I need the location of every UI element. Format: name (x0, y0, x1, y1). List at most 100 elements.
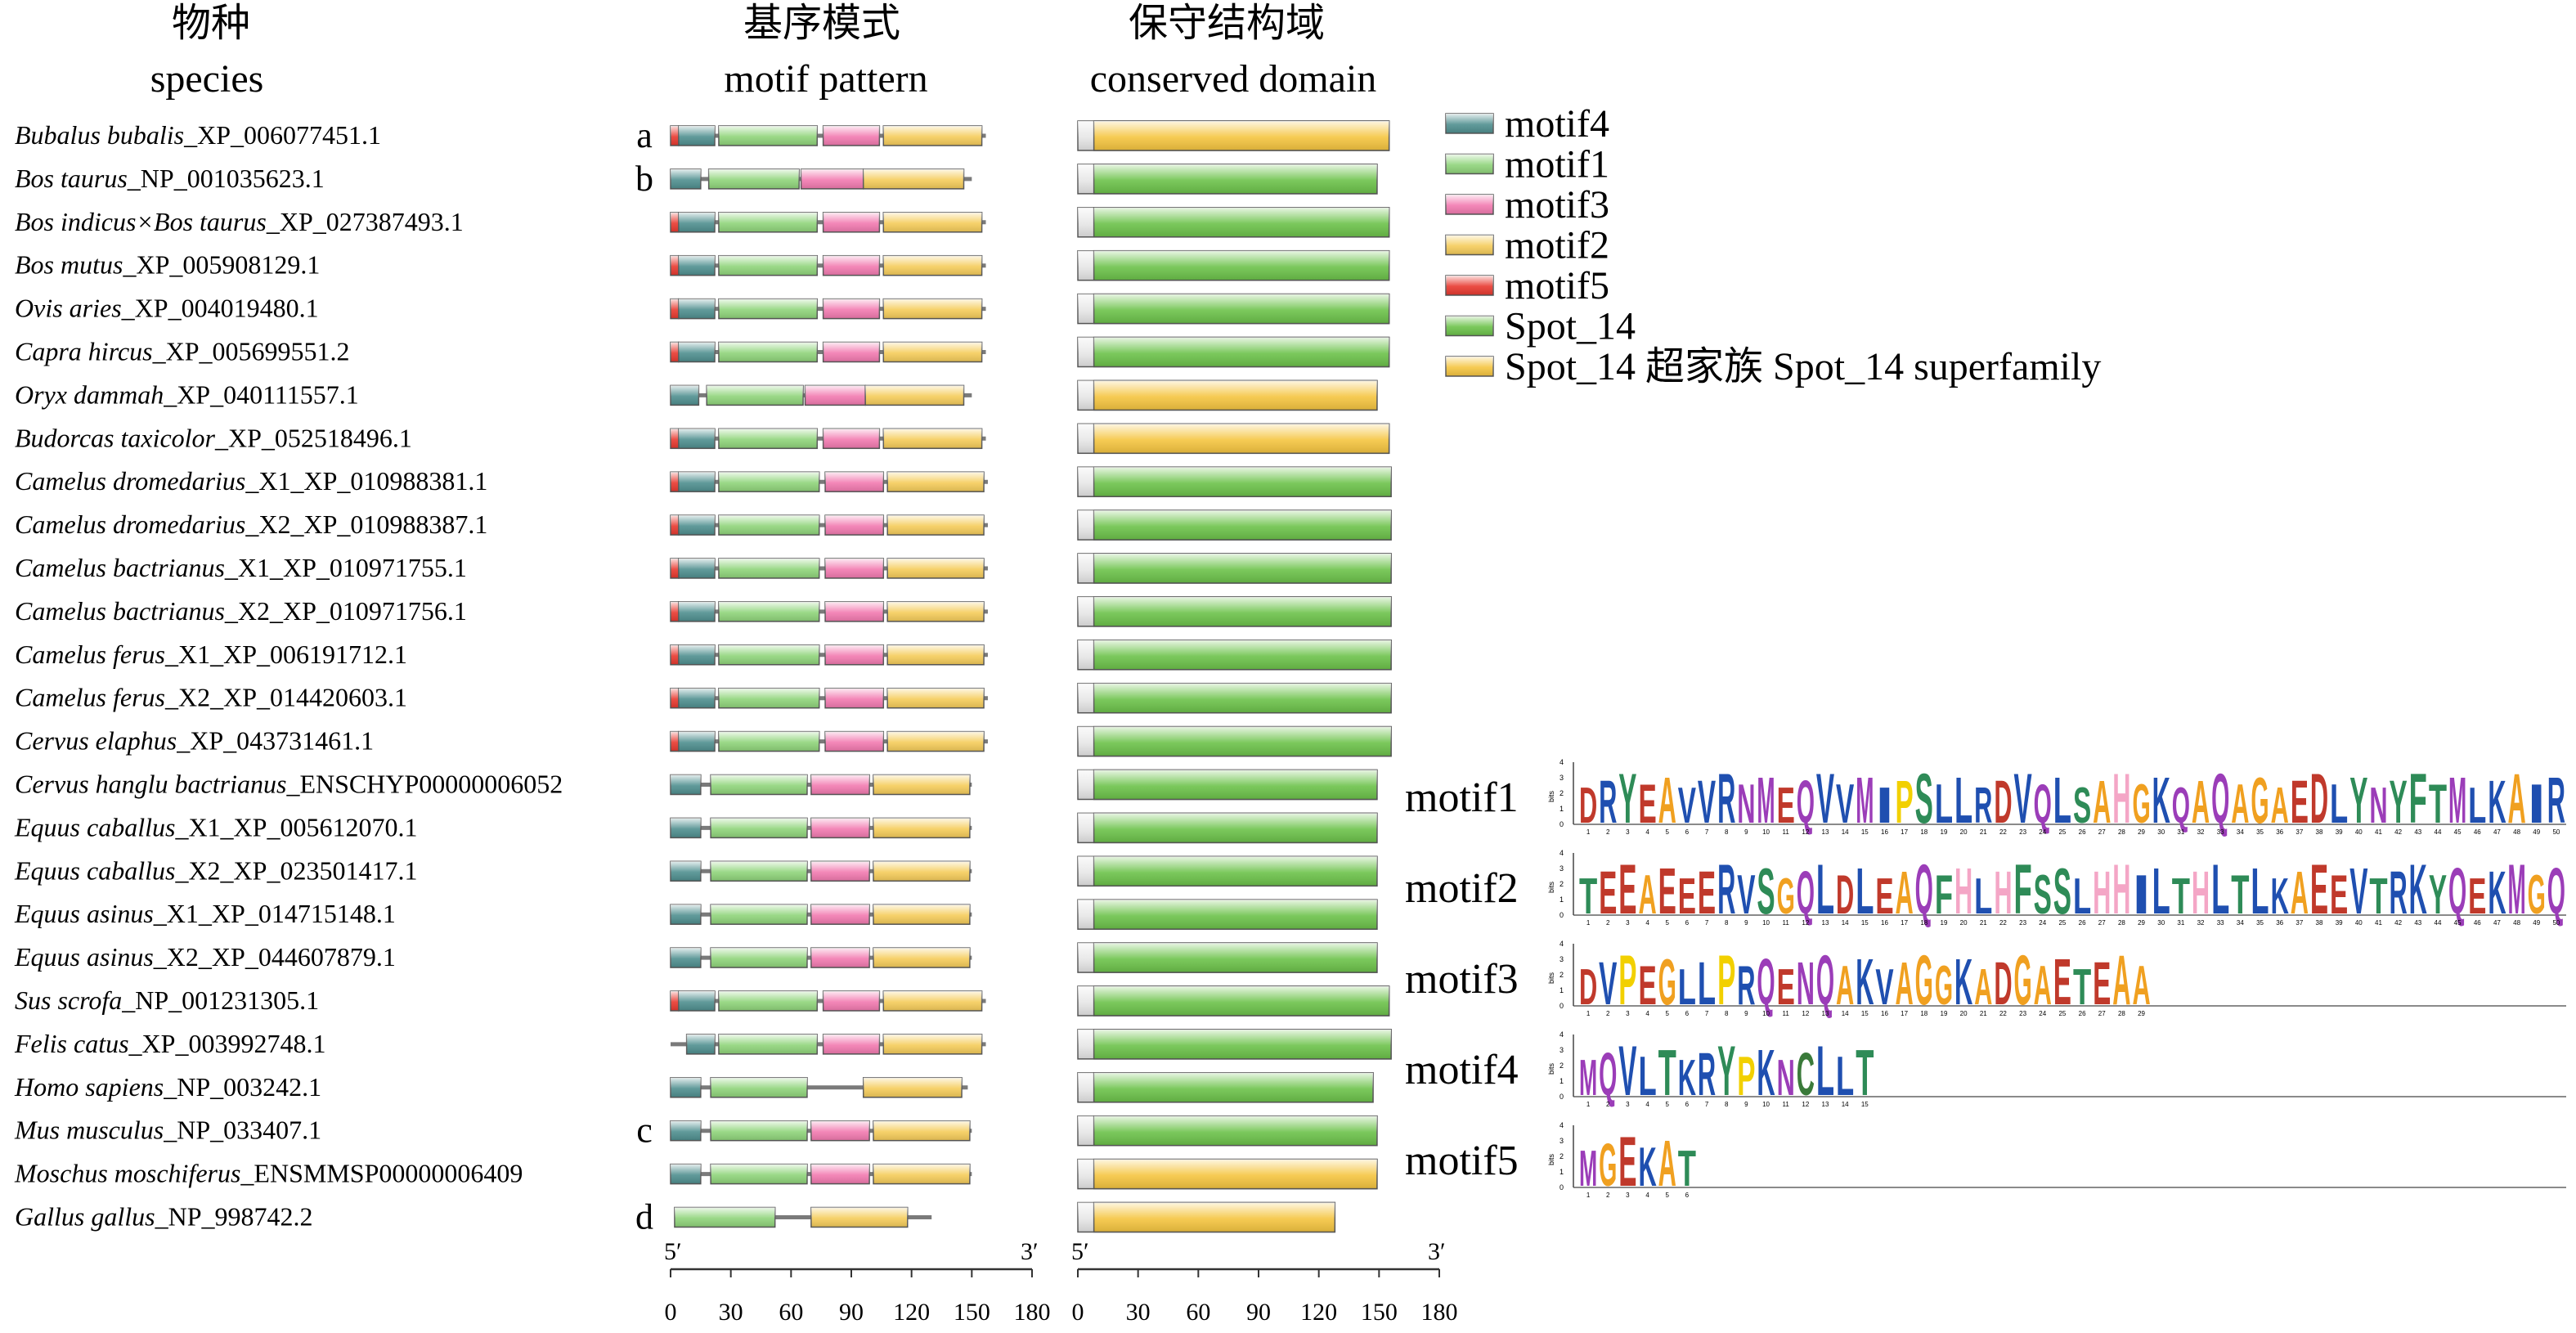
logo-residue: D (1579, 778, 1597, 834)
logo-residue: P (1717, 941, 1735, 1020)
logo-residue: N (1737, 773, 1755, 835)
species-genus: Gallus gallus (15, 1202, 155, 1232)
motif5-box (670, 601, 680, 622)
logo-position-tick: 45 (2454, 919, 2462, 927)
motif5-box (670, 990, 680, 1012)
motif2-box (886, 601, 985, 622)
logo-position-tick: 46 (2474, 919, 2481, 927)
logo-residue: G (1599, 1131, 1617, 1199)
species-genus: Moschus moschiferus (14, 1159, 240, 1188)
logo-position-tick: 4 (1645, 1010, 1649, 1017)
legend-label: motif1 (1505, 143, 1609, 186)
species-label: Moschus moschiferus_ENSMMSP00000006409 (14, 1159, 523, 1188)
logo-position-tick: 14 (1842, 1101, 1849, 1108)
species-accession: _XP_004019480.1 (121, 294, 319, 323)
species-accession: _ENSMMSP00000006409 (240, 1159, 523, 1188)
species-accession: _XP_005908129.1 (122, 250, 320, 280)
logo-residue: Y (2349, 764, 2367, 837)
logo-position-tick: 11 (1783, 1101, 1790, 1108)
motif1-box (710, 774, 808, 796)
logo-residue: E (1658, 855, 1676, 927)
logo-residue: F (2013, 851, 2031, 929)
motif1-box (674, 1206, 776, 1228)
logo-position-tick: 13 (1822, 919, 1829, 927)
logo-residue: V (1737, 864, 1755, 926)
logo-bits-label: bits (1547, 791, 1555, 803)
species-label: Equus caballus_X2_XP_023501417.1 (14, 855, 417, 885)
spot_14-domain-box (1093, 1029, 1392, 1060)
legend-label: Spot_14 (1505, 305, 1636, 348)
logo-residue: Q (1816, 941, 1834, 1020)
logo-position-tick: 23 (2019, 828, 2026, 836)
motif3-box (822, 341, 881, 363)
logo-residue: A (1658, 764, 1676, 837)
axis-tick-label: 150 (1361, 1299, 1398, 1326)
domain-row (1077, 985, 1390, 1017)
motif1-box (718, 341, 819, 363)
logo-residue: M (1579, 1050, 1597, 1106)
logo-position-tick: 1 (1586, 1192, 1591, 1199)
logo-residue: R (1698, 1040, 1716, 1108)
species-genus: Equus asinus (14, 942, 154, 972)
motif5-logo: motif5 0 1 2 3 4 bits M G E K A T 1 2 3 4 5 6 (1405, 1121, 2566, 1201)
logo-position-tick: 16 (1881, 1010, 1888, 1017)
motif4-box (678, 125, 716, 146)
logo-bits-tick: 3 (1560, 774, 1564, 782)
logo-residue: A (2271, 778, 2289, 834)
motif-header-cn: 基序模式 (743, 0, 900, 46)
motif5-box (670, 254, 680, 276)
species-genus: Bos indicus×Bos taurus (15, 207, 267, 236)
logo-bits-tick: 3 (1560, 1046, 1564, 1054)
species-accession: _X2_XP_023501417.1 (174, 855, 417, 885)
motif2-box (886, 687, 985, 709)
logo-residue: L (2152, 855, 2170, 927)
species-genus: Felis catus (14, 1029, 129, 1058)
group-letter: b (635, 159, 653, 199)
logo-residue: Y (1717, 1032, 1735, 1111)
logo-position-tick: 41 (2375, 828, 2382, 836)
species-label: Sus scrofa_NP_001231305.1 (15, 985, 319, 1015)
species-accession: _X2_XP_010988387.1 (245, 509, 487, 539)
motif3-box (810, 947, 870, 968)
logo-position-tick: 28 (2118, 919, 2125, 927)
logo-residue: L (1935, 773, 1953, 835)
species-label: Camelus dromedarius_X1_XP_010988381.1 (15, 466, 487, 496)
logo-residue: A (1836, 954, 1854, 1017)
logo-residue: T (2172, 868, 2190, 925)
logo-residue: T (2429, 773, 2447, 835)
logo-position-tick: 38 (2316, 919, 2323, 927)
logo-residue: K (2409, 851, 2427, 929)
motif2-box (886, 730, 985, 752)
motif5-box (670, 514, 680, 536)
logo-residue: H (2192, 859, 2210, 927)
legend-label: motif4 (1505, 102, 1609, 146)
logo-bits-tick: 4 (1560, 940, 1564, 948)
logo-position-tick: 3 (1626, 919, 1630, 927)
logo-residue: Q (1797, 768, 1815, 836)
logo-position-tick: 4 (1645, 919, 1649, 927)
motif5-box (670, 428, 680, 450)
logo-position-tick: 25 (2058, 828, 2066, 836)
logo-position-tick: 40 (2355, 828, 2363, 836)
logo-residue: L (1856, 855, 1874, 927)
motif5-box (670, 730, 680, 752)
logo-position-tick: 5 (1665, 1192, 1669, 1199)
species-genus: Ovis aries (15, 294, 122, 323)
species-accession: _X2_XP_014420603.1 (164, 683, 407, 712)
species-label: Mus musculus_NP_033407.1 (14, 1115, 321, 1145)
logo-residue: E (2053, 945, 2071, 1018)
logo-name: motif4 (1405, 1047, 1519, 1093)
motif2-box (882, 990, 983, 1012)
logo-position-tick: 6 (1685, 1101, 1690, 1108)
motif2-box (873, 817, 971, 839)
species-genus: Cervus elaphus (15, 726, 177, 756)
axis-tick-label: 150 (954, 1299, 990, 1326)
logo-residue: P (1737, 1045, 1755, 1107)
legend-label: motif5 (1505, 264, 1609, 307)
species-accession: _XP_006077451.1 (183, 120, 381, 150)
logo-residue: E (1638, 954, 1656, 1017)
motif1-box (718, 644, 820, 666)
logo-position-tick: 7 (1705, 919, 1709, 927)
